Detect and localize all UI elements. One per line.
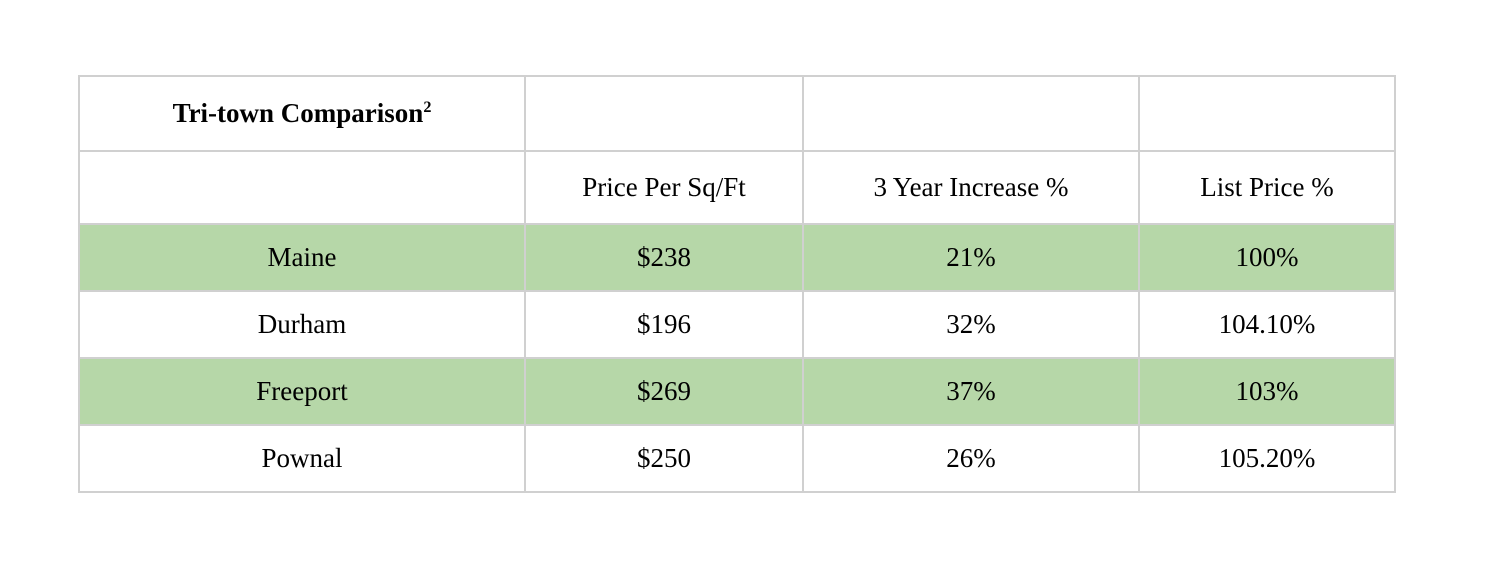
header-row: Price Per Sq/Ft 3 Year Increase % List P… xyxy=(78,150,1396,225)
cell-3-year-increase: 32% xyxy=(802,290,1140,359)
table-row-durham: Durham $196 32% 104.10% xyxy=(78,290,1396,359)
cell-3-year-increase: 26% xyxy=(802,424,1140,493)
cell-list-price: 100% xyxy=(1138,223,1396,292)
cell-list-price: 105.20% xyxy=(1138,424,1396,493)
cell-list-price: 103% xyxy=(1138,357,1396,426)
column-header-list-price: List Price % xyxy=(1138,150,1396,225)
empty-header-cell xyxy=(78,150,526,225)
table-title-superscript: 2 xyxy=(423,98,432,116)
title-row: Tri-town Comparison2 xyxy=(78,75,1396,152)
empty-title-cell xyxy=(1138,75,1396,152)
cell-list-price: 104.10% xyxy=(1138,290,1396,359)
row-label: Freeport xyxy=(78,357,526,426)
cell-price-per-sqft: $196 xyxy=(524,290,804,359)
table-row-maine: Maine $238 21% 100% xyxy=(78,223,1396,292)
cell-price-per-sqft: $250 xyxy=(524,424,804,493)
cell-3-year-increase: 37% xyxy=(802,357,1140,426)
cell-3-year-increase: 21% xyxy=(802,223,1140,292)
row-label: Durham xyxy=(78,290,526,359)
table-row-pownal: Pownal $250 26% 105.20% xyxy=(78,424,1396,493)
cell-price-per-sqft: $269 xyxy=(524,357,804,426)
column-header-3-year-increase: 3 Year Increase % xyxy=(802,150,1140,225)
column-header-price-per-sqft: Price Per Sq/Ft xyxy=(524,150,804,225)
row-label: Maine xyxy=(78,223,526,292)
empty-title-cell xyxy=(802,75,1140,152)
table-row-freeport: Freeport $269 37% 103% xyxy=(78,357,1396,426)
cell-price-per-sqft: $238 xyxy=(524,223,804,292)
empty-title-cell xyxy=(524,75,804,152)
row-label: Pownal xyxy=(78,424,526,493)
table-title: Tri-town Comparison xyxy=(172,98,424,128)
table-title-cell: Tri-town Comparison2 xyxy=(78,75,526,152)
tri-town-comparison-table: Tri-town Comparison2 Price Per Sq/Ft 3 Y… xyxy=(78,75,1396,493)
